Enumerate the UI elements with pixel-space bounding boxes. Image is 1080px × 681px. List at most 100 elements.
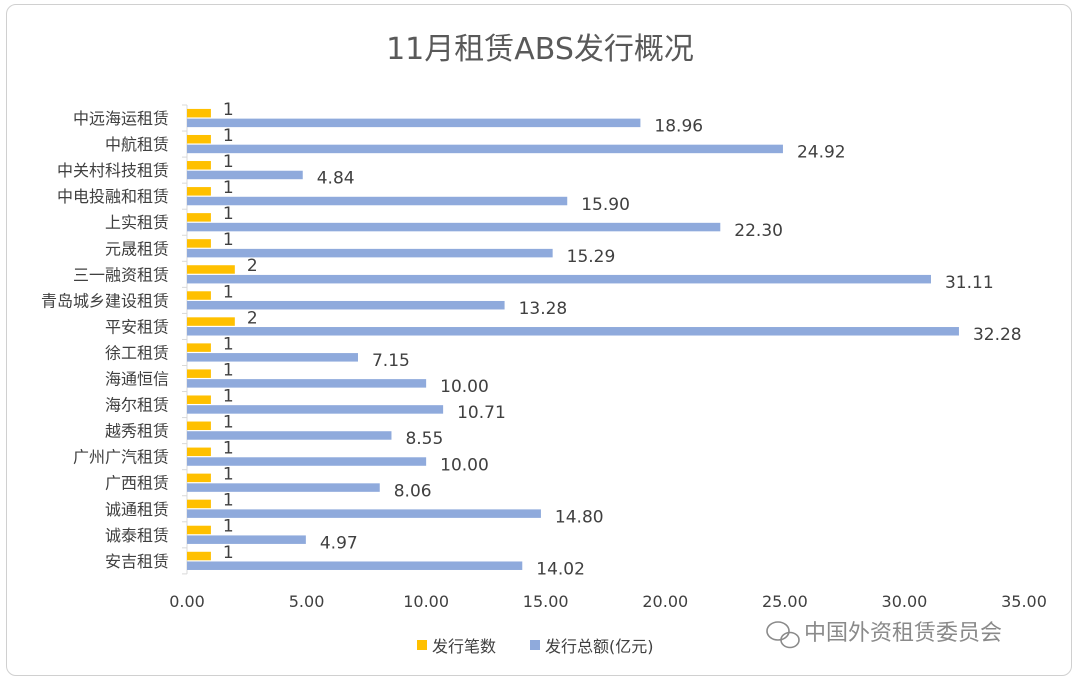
data-label-count: 1	[223, 178, 234, 198]
bar-amount	[187, 118, 641, 128]
bar-count	[187, 447, 211, 457]
category-label: 中远海运租赁	[73, 109, 169, 128]
bar-amount	[187, 222, 721, 232]
data-label-amount: 10.71	[457, 403, 506, 423]
bar-count	[187, 421, 211, 431]
bar-count	[187, 499, 211, 509]
category-label: 三一融资租赁	[73, 265, 169, 284]
category-label: 广西租赁	[105, 474, 169, 493]
data-label-count: 1	[223, 386, 234, 406]
data-label-count: 1	[223, 282, 234, 302]
data-label-count: 1	[223, 360, 234, 380]
bar-count	[187, 473, 211, 483]
x-tick-label: 35.00	[1001, 592, 1047, 611]
chart-frame	[6, 4, 1072, 676]
data-label-amount: 32.28	[973, 325, 1022, 345]
category-label: 广州广汽租赁	[73, 448, 169, 467]
bar-amount	[187, 405, 444, 414]
data-label-count: 1	[223, 230, 234, 250]
category-label: 徐工租赁	[105, 343, 169, 362]
data-label-count: 1	[223, 439, 234, 459]
data-label-amount: 4.84	[317, 169, 355, 189]
bar-amount	[187, 457, 427, 466]
data-label-count: 2	[247, 308, 258, 328]
category-label: 海通恒信	[105, 370, 169, 389]
bar-amount	[187, 196, 568, 206]
watermark-text: 中国外资租赁委员会	[804, 621, 1002, 646]
bar-count	[187, 525, 211, 535]
category-label: 元晟租赁	[105, 239, 169, 258]
bar-count	[187, 187, 211, 196]
y-axis	[182, 104, 188, 575]
bar-count	[187, 108, 211, 118]
legend-label-count: 发行笔数	[432, 637, 496, 656]
bar-amount	[187, 535, 306, 544]
data-label-amount: 7.15	[372, 351, 410, 371]
bar-count	[187, 395, 211, 404]
bar-count	[187, 134, 211, 144]
data-label-count: 1	[223, 517, 234, 537]
data-label-amount: 10.00	[440, 377, 489, 397]
bar-amount	[187, 327, 959, 336]
category-label: 海尔租赁	[105, 396, 169, 415]
legend-label-amount: 发行总额(亿元)	[545, 637, 654, 656]
bar-amount	[187, 561, 523, 570]
data-label-amount: 8.55	[405, 429, 443, 449]
watermark: 中国外资租赁委员会	[766, 621, 1002, 649]
data-label-amount: 8.06	[394, 481, 432, 501]
data-label-amount: 10.00	[440, 455, 489, 475]
bar-amount	[187, 353, 358, 362]
bar-amount	[187, 144, 783, 154]
bar-count	[187, 213, 211, 222]
bar-amount	[187, 379, 427, 388]
bar-count	[187, 161, 211, 170]
data-label-amount: 24.92	[797, 143, 846, 163]
x-tick-label: 10.00	[403, 592, 449, 611]
chart-title: 11月租赁ABS发行概况	[386, 32, 694, 67]
data-label-count: 1	[223, 491, 234, 511]
data-label-amount: 14.02	[536, 559, 585, 579]
bar-count	[187, 265, 235, 274]
category-label: 平安租赁	[105, 317, 169, 336]
data-label-count: 1	[223, 334, 234, 354]
bar-amount	[187, 274, 931, 284]
bar-amount	[187, 483, 380, 492]
x-tick-label: 15.00	[523, 592, 569, 611]
category-label: 中航租赁	[105, 135, 169, 154]
data-label-amount: 22.30	[734, 221, 783, 241]
bar-count	[187, 317, 235, 326]
bar-series: 中远海运租赁 1 18.96 中航租赁 1 24.92 中关村科技租赁 1 4.84 中电投融和租…	[41, 100, 1022, 580]
data-label-count: 1	[223, 126, 234, 146]
x-tick-label: 5.00	[289, 592, 325, 611]
bar-count	[187, 551, 211, 561]
data-label-count: 1	[223, 413, 234, 433]
category-label: 上实租赁	[105, 213, 169, 232]
data-label-count: 1	[223, 204, 234, 224]
category-label: 青岛城乡建设租赁	[41, 291, 169, 310]
data-label-amount: 31.11	[945, 273, 994, 293]
data-label-count: 1	[223, 100, 234, 120]
category-label: 诚通租赁	[105, 500, 169, 519]
wechat-icon	[766, 621, 800, 649]
data-label-amount: 4.97	[320, 533, 358, 553]
legend-swatch-amount	[530, 640, 540, 650]
bar-amount	[187, 431, 392, 440]
x-tick-label: 25.00	[762, 592, 808, 611]
data-label-amount: 14.80	[555, 507, 604, 527]
category-label: 诚泰租赁	[105, 526, 169, 545]
bar-amount	[187, 248, 553, 258]
x-tick-label: 30.00	[882, 592, 928, 611]
data-label-count: 2	[247, 256, 258, 276]
bar-amount	[187, 509, 541, 518]
data-label-count: 1	[223, 152, 234, 172]
bar-count	[187, 239, 211, 248]
bar-count	[187, 369, 211, 378]
data-label-amount: 15.90	[581, 195, 630, 215]
data-label-count: 1	[223, 465, 234, 485]
legend-swatch-count	[417, 640, 427, 650]
category-label: 越秀租赁	[105, 422, 169, 441]
x-axis-ticks: 0.00 5.00 10.00 15.00 20.00 25.00 30.00 35.00	[169, 592, 1047, 611]
x-tick-label: 20.00	[642, 592, 688, 611]
legend: 发行笔数 发行总额(亿元)	[417, 637, 654, 656]
